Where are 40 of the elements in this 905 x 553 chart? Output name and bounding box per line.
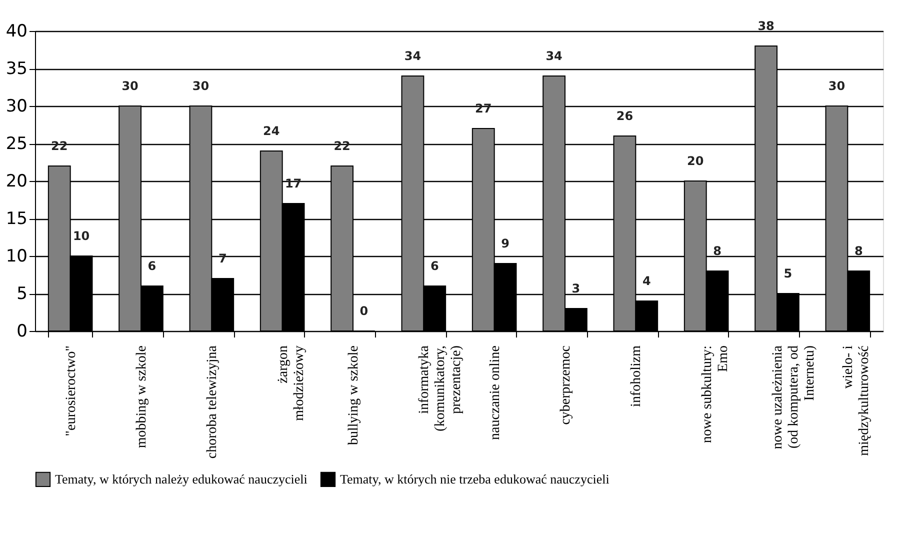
data-label: 30 [192, 79, 210, 93]
x-tick-label: bullying w szkole [346, 346, 362, 446]
legend-label: Tematy, w których należy edukować nauczycieli [55, 471, 308, 486]
data-label: 30 [122, 79, 138, 93]
data-label: 24 [263, 124, 280, 138]
data-label: 20 [687, 154, 704, 168]
x-tick-label: "eurosieroctwo" [64, 346, 79, 436]
x-tick-label: cyberprzemoc [558, 346, 574, 425]
data-label: 30 [828, 79, 846, 93]
x-tick-label: nowe uzależnienia (od komputera, od Internetu) [770, 344, 818, 450]
x-tick-label: informatyka (komunikatory, prezentacje) [417, 344, 464, 432]
data-label: 26 [616, 109, 634, 123]
data-label: 6 [430, 259, 439, 273]
data-label: 38 [758, 19, 774, 33]
x-tick-label: infoholizm [629, 345, 644, 407]
y-tick-label: 30 [6, 96, 28, 116]
data-label: 4 [642, 274, 651, 288]
data-label: 9 [501, 236, 510, 250]
data-label: 10 [72, 229, 90, 243]
legend-label: Tematy, w których nie trzeba edukować nauczycieli [340, 471, 610, 486]
data-label: 0 [360, 304, 368, 318]
y-tick-label: 0 [16, 322, 28, 342]
data-label: 34 [404, 49, 422, 63]
data-label: 34 [546, 49, 562, 63]
y-tick-label: 20 [6, 172, 28, 192]
y-tick-label: 5 [16, 284, 28, 304]
y-tick-label: 40 [6, 22, 28, 42]
y-tick-label: 10 [6, 246, 28, 266]
data-label: 5 [784, 266, 792, 280]
y-tick-label: 25 [6, 134, 28, 154]
data-label: 8 [854, 244, 863, 258]
data-label: 8 [713, 244, 722, 258]
x-tick-label: choroba telewizyjna [205, 344, 220, 459]
x-tick-label: nauczanie online [488, 346, 503, 440]
y-tick-label: 15 [6, 209, 28, 229]
data-label: 6 [148, 259, 156, 273]
x-tick-label: nowe subkultury: Emo [700, 346, 731, 444]
y-tick-label: 35 [6, 59, 28, 79]
x-tick-label: mobbing w szkole [134, 346, 150, 448]
data-label: 3 [572, 282, 580, 296]
